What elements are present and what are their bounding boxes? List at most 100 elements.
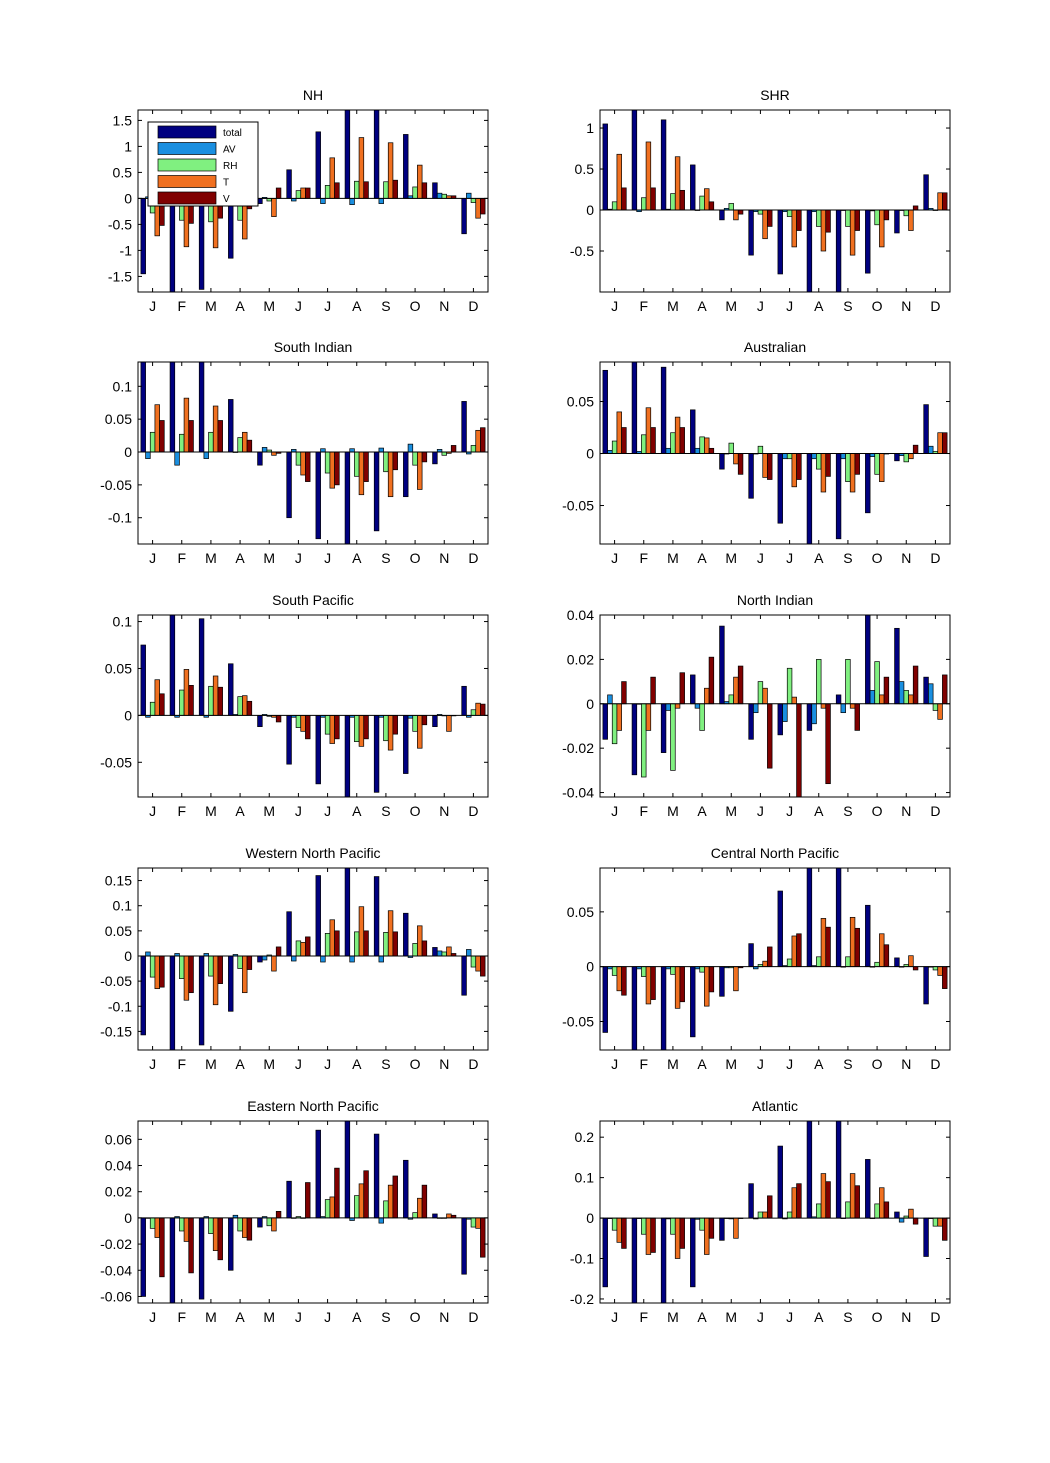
y-tick-label: 0.05: [105, 411, 132, 427]
bar-rh-f: [641, 703, 647, 778]
bar-v-j: [305, 187, 311, 199]
bar-rh-o: [874, 1203, 880, 1219]
bar-total-s: [373, 1133, 380, 1219]
bar-v-a: [363, 181, 369, 199]
bar-total-a: [806, 868, 813, 968]
bar-total-j: [140, 198, 146, 275]
bar-total-s: [835, 1121, 842, 1219]
bar-t-a: [358, 451, 365, 496]
bar-t-f: [645, 141, 652, 211]
y-tick-label: -0.05: [100, 477, 132, 493]
bar-rh-j: [786, 209, 793, 217]
bar-total-n: [432, 182, 438, 199]
x-tick-label: M: [725, 1309, 737, 1325]
bar-av-n: [436, 950, 443, 957]
bar-rh-n: [441, 951, 447, 957]
bar-total-d: [461, 1217, 467, 1275]
bar-rh-d: [470, 445, 477, 453]
x-tick-label: M: [205, 1056, 217, 1072]
bar-t-a: [704, 687, 710, 705]
x-tick-label: F: [639, 550, 648, 566]
bar-v-j: [334, 715, 340, 740]
bar-t-a: [820, 1173, 827, 1219]
x-tick-label: J: [324, 550, 331, 566]
x-tick-label: F: [639, 1309, 648, 1325]
bar-t-a: [820, 918, 827, 968]
panel-title: NH: [303, 87, 323, 103]
bar-v-j: [796, 209, 802, 231]
bar-t-j: [154, 955, 160, 990]
bar-t-o: [417, 164, 423, 199]
bar-rh-f: [179, 1217, 185, 1232]
bar-total-j: [602, 966, 608, 1033]
bar-t-j: [616, 1217, 622, 1243]
bar-t-j: [791, 935, 797, 968]
bar-rh-j: [324, 185, 331, 199]
panel-title: Central North Pacific: [711, 845, 839, 861]
bar-v-j: [796, 933, 802, 968]
bar-v-m: [679, 189, 685, 211]
bar-rh-m: [670, 703, 676, 771]
bar-v-a: [246, 700, 253, 716]
x-tick-label: S: [843, 1056, 852, 1072]
x-tick-label: A: [235, 803, 245, 819]
bar-v-n: [450, 445, 457, 453]
legend-label-v: V: [223, 194, 230, 205]
bar-rh-j: [149, 431, 156, 453]
bar-total-a: [344, 868, 351, 957]
bar-av-a: [811, 703, 817, 725]
bar-total-o: [403, 912, 409, 957]
bar-total-m: [660, 966, 667, 1050]
bar-rh-j: [786, 1211, 793, 1219]
bar-total-j: [286, 715, 292, 765]
bar-av-s: [378, 447, 384, 453]
bar-total-n: [894, 957, 900, 968]
bar-total-n: [894, 209, 900, 234]
bar-av-j: [291, 955, 297, 962]
x-tick-label: F: [639, 298, 648, 314]
bar-total-s: [373, 876, 380, 957]
bar-total-o: [403, 451, 409, 498]
bar-v-j: [621, 187, 627, 211]
bar-v-j: [159, 955, 165, 988]
bar-rh-o: [874, 209, 880, 226]
bar-total-m: [660, 703, 667, 753]
bar-total-m: [198, 198, 205, 290]
bar-v-f: [188, 955, 194, 994]
bar-rh-a: [816, 659, 822, 705]
y-tick-label: 0.1: [575, 1170, 595, 1186]
x-tick-label: N: [439, 1056, 449, 1072]
bar-total-j: [286, 1180, 292, 1219]
bar-rh-o: [874, 961, 880, 968]
x-tick-label: M: [205, 550, 217, 566]
bar-total-n: [894, 1211, 900, 1219]
bar-rh-n: [903, 690, 909, 705]
bar-t-j: [329, 451, 335, 489]
bar-av-o: [407, 443, 414, 453]
y-tick-label: 1: [124, 138, 132, 154]
bar-t-s: [849, 916, 856, 968]
bar-t-d: [475, 429, 481, 453]
bar-total-n: [432, 947, 438, 957]
bar-rh-s: [383, 715, 389, 742]
bar-v-a: [363, 930, 369, 957]
x-tick-label: N: [901, 803, 911, 819]
bar-t-a: [704, 437, 710, 454]
x-tick-label: S: [381, 803, 390, 819]
bar-t-j: [762, 960, 768, 968]
y-tick-label: -1: [120, 242, 133, 258]
bar-av-s: [840, 453, 846, 460]
legend-swatch-av: [157, 142, 217, 155]
bar-total-a: [344, 715, 351, 797]
bar-v-m: [737, 209, 744, 215]
bar-av-d: [466, 192, 472, 199]
panel-south-pacific: -0.05 0 0.05 0.1 J F M A M J J A S O N D South Pacific: [100, 592, 489, 819]
y-tick-label: 0.02: [567, 651, 594, 667]
plot-area: [138, 1121, 488, 1303]
bar-t-f: [645, 407, 652, 454]
bar-v-j: [767, 453, 773, 480]
x-tick-label: A: [814, 1309, 824, 1325]
bar-rh-a: [354, 931, 360, 957]
bar-v-s: [392, 1175, 398, 1219]
x-tick-label: S: [843, 803, 852, 819]
